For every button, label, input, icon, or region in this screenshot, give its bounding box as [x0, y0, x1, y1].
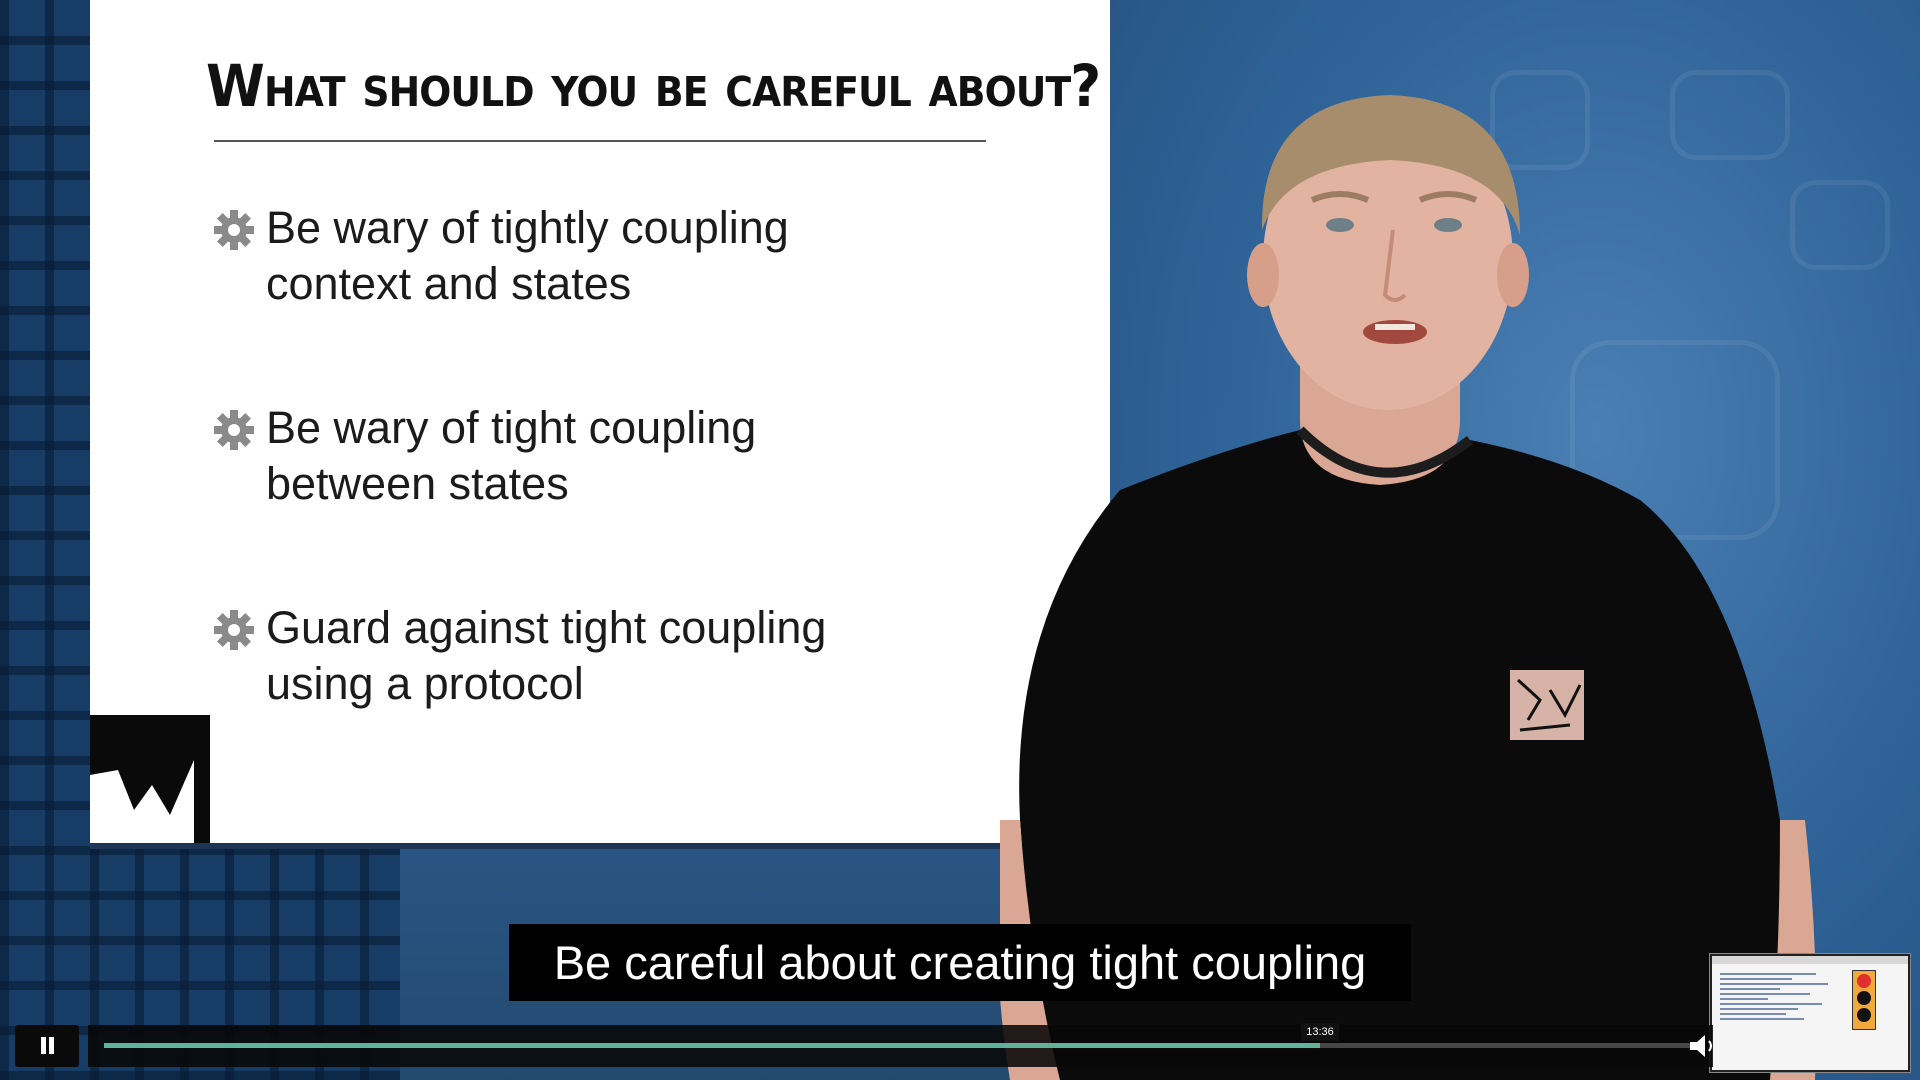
bullet-list: Be wary of tightly coupling context and … [212, 200, 972, 800]
bullet-text: Guard against tight coupling using a pro… [266, 602, 827, 709]
presentation-slide: What should you be careful about? Be war… [90, 0, 1110, 843]
gear-icon [214, 210, 254, 250]
bullet-text: Be wary of tightly coupling context and … [266, 202, 789, 309]
pause-icon [41, 1037, 46, 1054]
bullet-text: Be wary of tight coupling between states [266, 402, 757, 509]
progress-bar[interactable]: 13:36 [104, 1023, 1704, 1048]
player-controls: 13:36 [0, 1023, 1920, 1080]
slide-title: What should you be careful about? [206, 52, 1101, 120]
traffic-light-icon [1852, 970, 1876, 1030]
progress-fill [104, 1043, 1320, 1048]
bullet-item: Be wary of tight coupling between states [212, 400, 972, 600]
title-divider [214, 140, 986, 142]
gear-icon [214, 610, 254, 650]
volume-icon[interactable] [1688, 1032, 1718, 1060]
gear-icon [214, 410, 254, 450]
bullet-item: Guard against tight coupling using a pro… [212, 600, 972, 800]
hover-time-tooltip: 13:36 [1301, 1023, 1339, 1041]
rw-logo [90, 715, 210, 843]
bullet-item: Be wary of tightly coupling context and … [212, 200, 972, 400]
preview-thumbnail [1710, 954, 1910, 1072]
pause-button[interactable] [15, 1025, 79, 1067]
subtitle-caption: Be careful about creating tight coupling [509, 924, 1411, 1001]
